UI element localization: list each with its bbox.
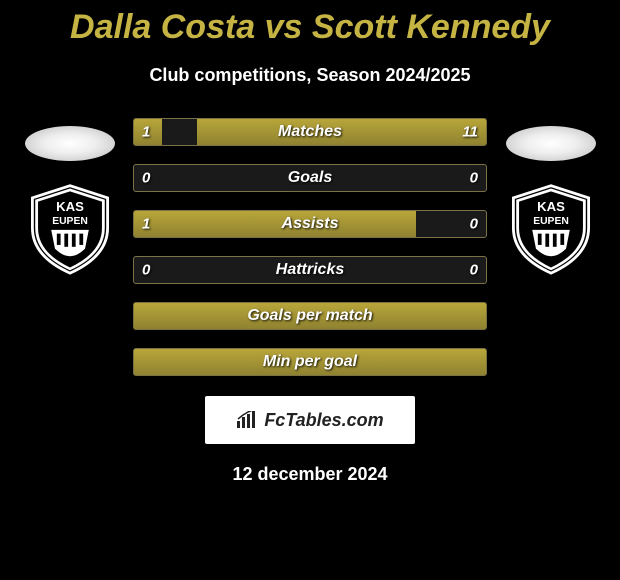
stat-value-right: 0 <box>470 216 478 233</box>
stat-row: 1 Assists 0 <box>133 210 487 238</box>
branding-banner: FcTables.com <box>205 396 415 444</box>
content-area: KAS EUPEN 1 Matches 11 0 Goals 0 1 Assists 0 0 Hat… <box>0 118 620 376</box>
svg-text:EUPEN: EUPEN <box>52 216 88 227</box>
svg-text:KAS: KAS <box>537 199 565 214</box>
shield-icon: KAS EUPEN <box>504 181 598 275</box>
club-logo-right: KAS EUPEN <box>504 181 598 275</box>
stat-value-left: 0 <box>142 262 150 279</box>
stat-value-left: 1 <box>142 216 150 233</box>
stat-value-right: 11 <box>462 124 478 141</box>
svg-text:EUPEN: EUPEN <box>533 216 569 227</box>
subtitle: Club competitions, Season 2024/2025 <box>0 65 620 86</box>
branding-text: FcTables.com <box>264 410 383 431</box>
bar-fill-left <box>134 211 416 237</box>
stat-value-right: 0 <box>470 262 478 279</box>
stat-row: 0 Goals 0 <box>133 164 487 192</box>
stat-label: Assists <box>282 215 339 233</box>
club-logo-left: KAS EUPEN <box>23 181 117 275</box>
player-right-avatar <box>506 126 596 161</box>
stat-value-left: 0 <box>142 170 150 187</box>
stat-label: Matches <box>278 123 342 141</box>
stat-row: Min per goal <box>133 348 487 376</box>
stat-row: 0 Hattricks 0 <box>133 256 487 284</box>
stat-row: 1 Matches 11 <box>133 118 487 146</box>
stat-label: Goals <box>288 169 332 187</box>
stat-value-left: 1 <box>142 124 150 141</box>
page-title: Dalla Costa vs Scott Kennedy <box>0 0 620 47</box>
player-left-avatar <box>25 126 115 161</box>
date-text: 12 december 2024 <box>0 464 620 485</box>
right-player-column: KAS EUPEN <box>493 118 608 376</box>
stat-value-right: 0 <box>470 170 478 187</box>
stat-label: Min per goal <box>263 353 357 371</box>
stat-label: Goals per match <box>247 307 372 325</box>
svg-text:KAS: KAS <box>56 199 84 214</box>
stat-label: Hattricks <box>276 261 344 279</box>
chart-icon <box>236 411 258 429</box>
left-player-column: KAS EUPEN <box>12 118 127 376</box>
stats-bars: 1 Matches 11 0 Goals 0 1 Assists 0 0 Hattricks 0 Goa… <box>127 118 493 376</box>
stat-row: Goals per match <box>133 302 487 330</box>
shield-icon: KAS EUPEN <box>23 181 117 275</box>
